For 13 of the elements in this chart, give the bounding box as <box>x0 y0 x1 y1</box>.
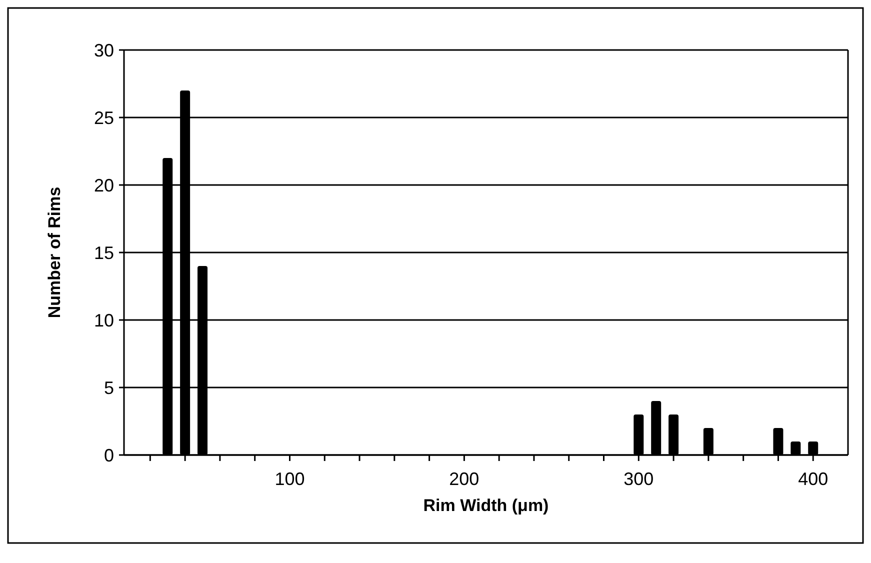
y-axis-title: Number of Rims <box>45 186 64 318</box>
y-tick-label: 10 <box>94 310 114 330</box>
y-tick-label: 25 <box>94 108 114 128</box>
x-tick-label: 100 <box>274 469 305 489</box>
x-tick-label: 300 <box>624 469 654 489</box>
x-tick-label: 400 <box>798 469 828 489</box>
x-tick-label: 200 <box>449 469 480 489</box>
y-tick-label: 5 <box>104 378 114 398</box>
y-tick-label: 20 <box>94 175 114 196</box>
y-tick-label: 15 <box>94 242 114 263</box>
y-tick-label: 30 <box>94 40 114 60</box>
y-tick-label: 0 <box>104 445 114 466</box>
x-axis-title: Rim Width (μm) <box>423 496 549 515</box>
